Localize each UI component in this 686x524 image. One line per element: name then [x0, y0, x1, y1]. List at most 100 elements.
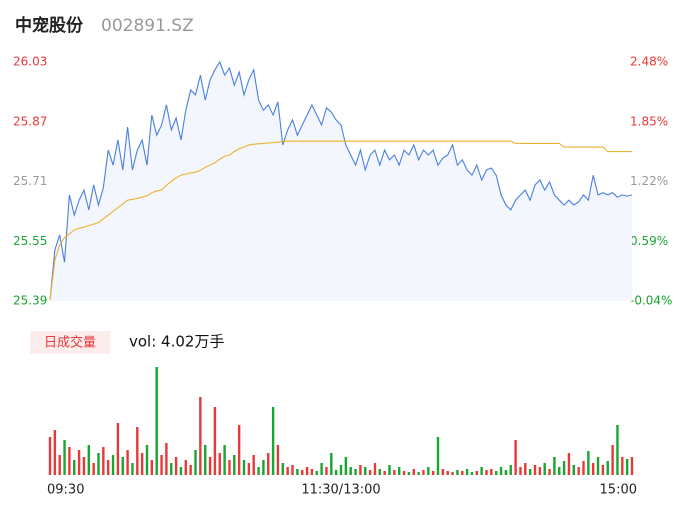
- volume-bar: [470, 472, 474, 475]
- y-tick-label: 25.39: [13, 294, 47, 308]
- volume-bar: [587, 451, 590, 475]
- volume-bar: [480, 467, 483, 475]
- volume-badge: [30, 331, 110, 354]
- volume-bar: [398, 467, 401, 475]
- volume-bar: [194, 450, 197, 475]
- volume-bar: [461, 471, 464, 475]
- volume-bar: [359, 465, 362, 475]
- volume-bar: [218, 453, 221, 475]
- volume-bar: [116, 423, 120, 475]
- volume-bar: [446, 471, 449, 475]
- y-tick-label: 25.71: [13, 174, 47, 188]
- volume-bar: [257, 467, 260, 475]
- volume-bar: [320, 463, 323, 475]
- volume-bar: [53, 430, 57, 475]
- volume-bar: [111, 455, 115, 475]
- x-tick-label: 15:00: [600, 483, 637, 498]
- volume-bar: [301, 470, 304, 475]
- volume-bar: [315, 471, 318, 475]
- volume-bar: [475, 471, 478, 475]
- volume-bar: [349, 467, 352, 475]
- volume-bar: [514, 440, 517, 475]
- volume-bar: [509, 465, 512, 475]
- volume-bar: [204, 445, 207, 475]
- volume-bar: [611, 445, 614, 475]
- volume-bar: [233, 455, 236, 475]
- volume-bar: [378, 469, 381, 475]
- volume-bar: [131, 463, 134, 475]
- y2-tick-label: 1.22%: [630, 174, 668, 188]
- volume-bar: [436, 437, 440, 475]
- y-tick-label: 25.55: [13, 234, 47, 248]
- volume-bar: [465, 469, 469, 475]
- volume-bar: [276, 445, 280, 475]
- volume-bar: [441, 469, 445, 475]
- volume-bar: [291, 465, 294, 475]
- volume-bar: [616, 425, 619, 475]
- volume-bar: [281, 463, 284, 475]
- average-line: [49, 140, 632, 300]
- volume-bar: [402, 471, 406, 475]
- volume-bar: [325, 467, 328, 475]
- volume-bar: [77, 450, 81, 475]
- volume-bar: [82, 457, 86, 475]
- price-line: [49, 60, 633, 300]
- volume-bar: [393, 470, 396, 475]
- volume-bar: [189, 465, 192, 475]
- volume-bar: [63, 440, 66, 475]
- volume-bar: [165, 443, 168, 475]
- volume-bar: [485, 470, 488, 475]
- volume-bar: [160, 455, 163, 475]
- price-area: [50, 62, 632, 301]
- volume-bar: [267, 453, 270, 475]
- volume-bar: [150, 460, 154, 475]
- volume-bar: [97, 453, 100, 475]
- y-tick-label: 25.87: [13, 114, 47, 128]
- volume-bar: [451, 472, 454, 475]
- volume-bar: [538, 467, 542, 475]
- volume-bar: [592, 463, 595, 475]
- volume-bar: [543, 463, 546, 475]
- volume-bar: [334, 470, 338, 475]
- y2-tick-label: 1.85%: [630, 114, 668, 128]
- volume-bar: [213, 407, 217, 475]
- y2-tick-label: 2.48%: [630, 55, 668, 69]
- volume-text: vol: 4.02万手: [129, 333, 224, 351]
- x-tick-label: 11:30/13:00: [301, 483, 380, 498]
- volume-bar: [223, 445, 226, 475]
- volume-bar: [58, 455, 61, 475]
- stock-code: 002891.SZ: [101, 16, 194, 36]
- volume-bar: [596, 457, 600, 475]
- volume-bar: [184, 460, 187, 475]
- volume-bar: [102, 447, 105, 475]
- volume-bar: [354, 469, 357, 475]
- volume-bar: [606, 461, 609, 475]
- volume-bar: [422, 470, 425, 475]
- volume-bar: [383, 471, 386, 475]
- volume-bar: [286, 467, 289, 475]
- volume-bar: [373, 463, 377, 475]
- volume-bar: [625, 459, 629, 475]
- volume-bar: [140, 453, 144, 475]
- volume-bar: [330, 453, 333, 475]
- volume-bar: [519, 467, 522, 475]
- y-tick-label: 26.03: [13, 55, 47, 69]
- volume-bar: [107, 460, 110, 475]
- x-tick-label: 09:30: [47, 483, 84, 498]
- volume-bar: [364, 467, 367, 475]
- volume-bar: [417, 472, 420, 475]
- volume-bar: [431, 471, 435, 475]
- volume-bar: [524, 463, 527, 475]
- volume-bar: [174, 457, 178, 475]
- volume-bar: [533, 465, 537, 475]
- volume-bar: [247, 463, 251, 475]
- volume-bar: [562, 461, 566, 475]
- volume-bar: [572, 465, 575, 475]
- volume-bar: [407, 472, 411, 475]
- volume-label: 日成交量: [44, 335, 96, 351]
- volume-bar: [601, 465, 605, 475]
- volume-bar: [170, 463, 173, 475]
- y2-tick-label: 0.59%: [630, 234, 668, 248]
- volume-bar: [121, 457, 124, 475]
- volume-bar: [208, 457, 212, 475]
